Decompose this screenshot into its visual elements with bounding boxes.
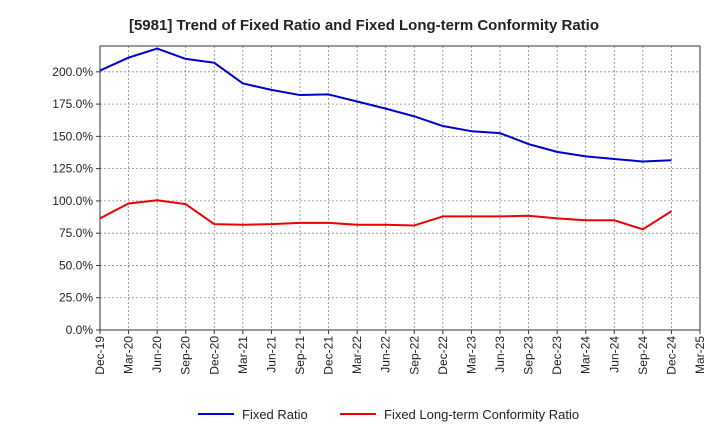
- x-tick-label: Sep-22: [407, 336, 421, 375]
- legend-label: Fixed Long-term Conformity Ratio: [384, 407, 579, 422]
- x-tick-label: Jun-22: [379, 336, 393, 373]
- series-line-fixed-long-term-conformity-ratio: [99, 199, 672, 231]
- y-tick-label: 75.0%: [59, 226, 93, 240]
- x-tick-label: Jun-23: [493, 336, 507, 373]
- y-tick-label: 175.0%: [52, 97, 93, 111]
- plot-frame: [99, 45, 701, 331]
- x-tick-label: Dec-19: [93, 336, 107, 375]
- y-tick-label: 50.0%: [59, 258, 93, 272]
- x-tick-label: Dec-24: [664, 336, 678, 375]
- x-tick-label: Mar-22: [350, 336, 364, 374]
- x-axis-ticks: Dec-19 Mar-20 Jun-20 Sep-20 Dec-20 Mar-21 Jun-…: [93, 330, 707, 375]
- grid-layer: [100, 46, 700, 330]
- x-tick-label: Dec-20: [207, 336, 221, 375]
- x-tick-label: Mar-24: [579, 336, 593, 374]
- y-tick-label: 25.0%: [59, 291, 93, 305]
- legend: Fixed Ratio Fixed Long-term Conformity Ra…: [198, 407, 579, 422]
- y-tick-label: 200.0%: [52, 65, 93, 79]
- x-tick-label: Mar-20: [122, 336, 136, 374]
- y-tick-label: 125.0%: [52, 162, 93, 176]
- x-tick-label: Mar-23: [464, 336, 478, 374]
- x-tick-label: Dec-21: [322, 336, 336, 375]
- x-tick-label: Sep-24: [636, 336, 650, 375]
- chart-title: [5981] Trend of Fixed Ratio and Fixed Lo…: [129, 17, 599, 34]
- x-tick-label: Mar-25: [693, 336, 707, 374]
- x-tick-label: Jun-24: [607, 336, 621, 373]
- x-tick-label: Jun-21: [264, 336, 278, 373]
- series-line-fixed-ratio: [99, 47, 672, 163]
- legend-label: Fixed Ratio: [242, 407, 308, 422]
- y-tick-label: 100.0%: [52, 194, 93, 208]
- x-tick-label: Sep-20: [179, 336, 193, 375]
- x-tick-label: Dec-23: [550, 336, 564, 375]
- y-tick-label: 0.0%: [66, 323, 94, 337]
- x-tick-label: Dec-22: [436, 336, 450, 375]
- x-tick-label: Jun-20: [150, 336, 164, 373]
- y-tick-label: 150.0%: [52, 129, 93, 143]
- series-layer: [99, 47, 672, 231]
- x-tick-label: Sep-21: [293, 336, 307, 375]
- y-axis-ticks: 0.0% 25.0% 50.0% 75.0% 100.0% 125.0% 150.0% 175…: [52, 65, 100, 337]
- x-tick-label: Mar-21: [236, 336, 250, 374]
- x-tick-label: Sep-23: [522, 336, 536, 375]
